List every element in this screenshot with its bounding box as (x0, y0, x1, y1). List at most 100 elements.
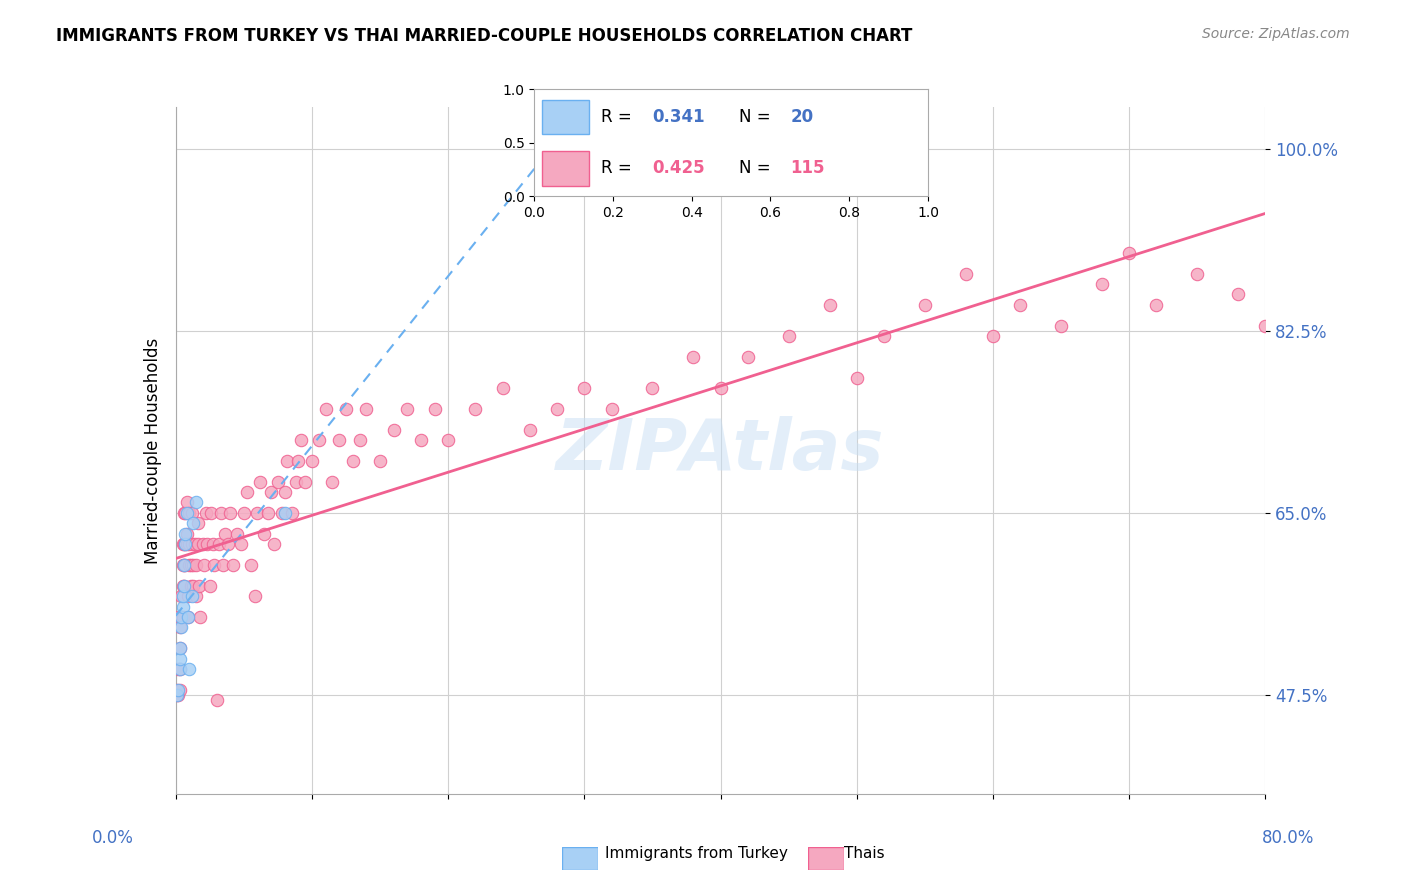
Point (1144, 298, 1167, 312)
Text: N =: N = (740, 160, 776, 178)
Point (174, 526, 197, 541)
Point (186, 589, 208, 603)
Bar (543, 100, 589, 134)
Point (328, 433, 350, 447)
Text: Source: ZipAtlas.com: Source: ZipAtlas.com (1202, 27, 1350, 41)
Point (274, 485, 297, 500)
Point (180, 579, 202, 593)
Point (172, 610, 194, 624)
Point (181, 537, 204, 551)
Point (1227, 287, 1250, 301)
Text: Immigrants from Turkey: Immigrants from Turkey (605, 846, 787, 861)
Text: R =: R = (602, 160, 637, 178)
Point (682, 350, 704, 364)
Point (167, 682, 190, 697)
Point (231, 537, 253, 551)
Point (183, 516, 205, 531)
Point (214, 526, 236, 541)
Text: ZIPAtlas: ZIPAtlas (557, 416, 884, 485)
Point (280, 506, 302, 520)
Point (1254, 318, 1277, 333)
Point (239, 558, 262, 572)
Point (181, 506, 204, 520)
Point (263, 537, 285, 551)
Point (287, 454, 309, 468)
Point (301, 454, 323, 468)
Point (173, 506, 195, 520)
Point (222, 558, 245, 572)
Point (176, 495, 198, 509)
Point (349, 433, 371, 447)
Point (368, 454, 391, 468)
Point (1091, 277, 1114, 291)
Point (200, 506, 222, 520)
Point (212, 558, 235, 572)
Point (170, 589, 193, 603)
Point (955, 267, 977, 281)
Point (172, 599, 194, 614)
Text: R =: R = (602, 108, 637, 126)
Point (321, 475, 343, 489)
Point (194, 506, 217, 520)
Point (267, 475, 290, 489)
Point (209, 506, 232, 520)
Point (172, 589, 194, 603)
Point (183, 558, 205, 572)
Point (172, 537, 194, 551)
Point (284, 475, 307, 489)
Point (232, 506, 254, 520)
Text: 0.0%: 0.0% (91, 829, 134, 847)
Point (186, 495, 208, 509)
Point (274, 506, 297, 520)
Point (169, 662, 191, 676)
Point (271, 506, 294, 520)
Point (574, 381, 596, 395)
Text: 80.0%: 80.0% (1263, 829, 1315, 847)
Point (202, 558, 225, 572)
Point (253, 526, 276, 541)
Y-axis label: Married-couple Households: Married-couple Households (143, 337, 162, 564)
Point (169, 682, 191, 697)
Point (187, 579, 209, 593)
Point (174, 558, 197, 572)
Point (173, 579, 195, 593)
Bar (543, 152, 589, 186)
Point (169, 651, 191, 665)
Point (174, 506, 197, 520)
Point (205, 693, 228, 707)
Point (276, 454, 298, 468)
Point (235, 485, 257, 500)
Text: 0.425: 0.425 (652, 160, 704, 178)
Point (179, 662, 201, 676)
Point (260, 485, 283, 500)
Point (186, 537, 209, 551)
Point (257, 506, 280, 520)
Point (186, 558, 208, 572)
Text: Thais: Thais (844, 846, 884, 861)
Point (600, 401, 623, 416)
Point (342, 454, 364, 468)
Point (226, 526, 249, 541)
Point (409, 433, 432, 447)
Point (546, 401, 568, 416)
Point (170, 620, 193, 634)
Point (1050, 318, 1073, 333)
Point (246, 506, 269, 520)
Point (173, 579, 195, 593)
Point (249, 475, 271, 489)
Point (195, 537, 218, 551)
Point (492, 381, 515, 395)
Point (191, 537, 214, 551)
Point (177, 610, 200, 624)
Point (179, 506, 201, 520)
Point (181, 589, 204, 603)
Point (166, 688, 188, 702)
Point (335, 401, 357, 416)
Point (170, 610, 193, 624)
Point (174, 537, 197, 551)
Point (914, 298, 936, 312)
Point (183, 579, 205, 593)
Point (179, 537, 201, 551)
Point (396, 401, 419, 416)
Point (179, 558, 201, 572)
